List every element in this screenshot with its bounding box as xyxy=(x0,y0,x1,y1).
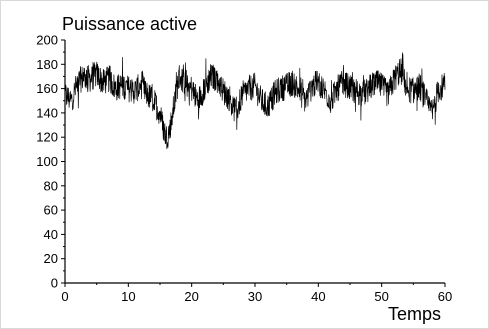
y-tick-label: 40 xyxy=(44,227,58,242)
y-tick-label: 120 xyxy=(36,130,58,145)
x-tick-label: 50 xyxy=(374,289,388,304)
x-axis-ticks: 0 10 20 30 40 50 60 xyxy=(61,283,452,304)
x-tick-label: 20 xyxy=(184,289,198,304)
x-tick-label: 60 xyxy=(438,289,452,304)
chart-title: Puissance active xyxy=(62,14,197,34)
y-tick-label: 180 xyxy=(36,57,58,72)
series-line xyxy=(64,52,446,150)
y-axis-ticks: 0 20 40 60 80 100 120 140 160 180 200 xyxy=(36,33,65,291)
y-tick-label: 160 xyxy=(36,81,58,96)
y-tick-label: 20 xyxy=(44,251,58,266)
series-lines xyxy=(64,52,446,150)
y-tick-label: 80 xyxy=(44,178,58,193)
x-axis-label: Temps xyxy=(388,304,441,324)
x-tick-label: 30 xyxy=(248,289,262,304)
y-tick-label: 200 xyxy=(36,33,58,48)
y-tick-label: 60 xyxy=(44,203,58,218)
x-tick-label: 40 xyxy=(311,289,325,304)
x-tick-label: 0 xyxy=(61,289,68,304)
y-tick-label: 100 xyxy=(36,154,58,169)
y-tick-label: 140 xyxy=(36,105,58,120)
y-tick-label: 0 xyxy=(51,276,58,291)
x-tick-label: 10 xyxy=(121,289,135,304)
